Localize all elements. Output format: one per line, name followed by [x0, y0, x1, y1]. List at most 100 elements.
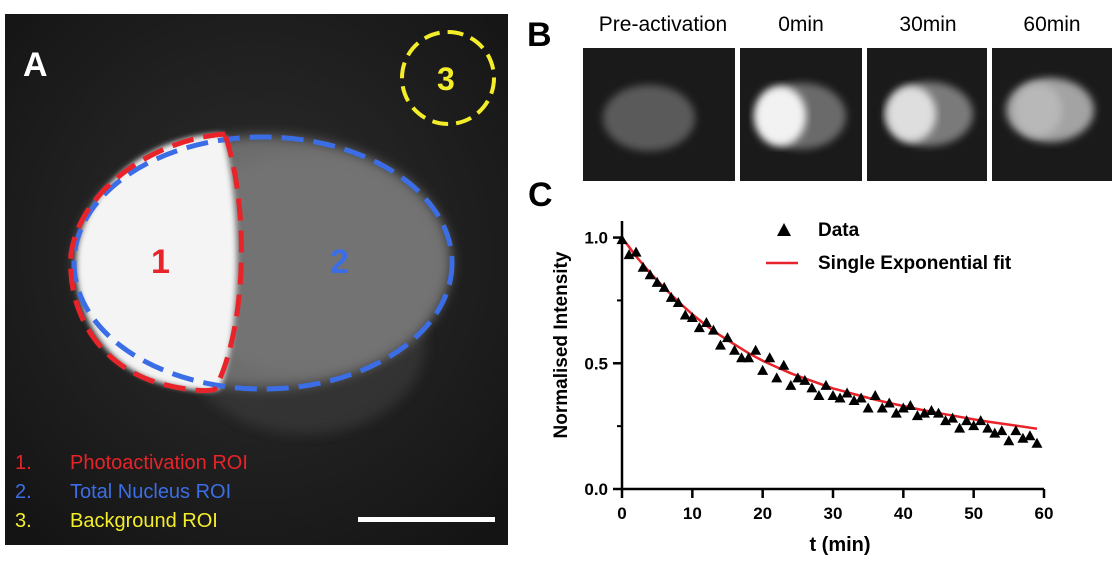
legend-triangle-icon	[777, 223, 791, 236]
data-point	[1017, 432, 1029, 443]
data-point	[630, 246, 642, 257]
data-point	[855, 392, 867, 403]
nucleus-image	[5, 14, 508, 545]
thumb-60min	[992, 48, 1112, 181]
photoactivation-roi	[68, 131, 244, 393]
data-point	[897, 402, 909, 413]
legend-fit-label: Single Exponential fit	[818, 253, 1012, 274]
legend-num: 3.	[15, 510, 32, 532]
data-point	[686, 312, 698, 323]
legend-num: 1.	[15, 452, 32, 474]
legend-text: Total Nucleus ROI	[70, 481, 232, 503]
data-point	[841, 387, 853, 398]
panel-a-micrograph: A 1 2 3 1. Photoactivation ROI 2. Total Nu…	[5, 14, 508, 545]
data-point	[785, 379, 797, 390]
data-point	[722, 332, 733, 343]
data-point	[1003, 435, 1015, 446]
panel-letter-c: C	[528, 176, 553, 214]
total-nucleus-roi	[71, 134, 455, 392]
data-point	[1031, 437, 1043, 448]
data-point	[764, 352, 776, 363]
y-tick-label: 0.5	[584, 354, 608, 373]
panel-letter-b: B	[527, 16, 552, 54]
data-point	[672, 296, 684, 307]
data-point	[904, 400, 916, 411]
data-point	[714, 339, 726, 350]
data-point	[778, 359, 790, 370]
data-point	[933, 407, 944, 418]
data-point	[743, 352, 755, 363]
decay-chart: 0 10 20 30 40 50 60 0.0 0.5 1.0 Normalised Intens…	[551, 220, 1053, 556]
legend-text: Background ROI	[70, 510, 218, 532]
thumb-30min	[867, 48, 987, 181]
data-point	[637, 261, 649, 272]
legend-text: Photoactivation ROI	[70, 452, 248, 474]
roi-label-3: 3	[437, 61, 455, 97]
data-point	[820, 379, 832, 390]
data-point	[996, 425, 1008, 436]
data-point	[890, 407, 902, 418]
data-point	[989, 427, 1001, 438]
data-point	[827, 389, 839, 400]
data-point	[707, 324, 719, 335]
data-point	[982, 422, 994, 433]
roi-label-1: 1	[151, 243, 170, 281]
data-point	[918, 407, 930, 418]
data-points-layer	[616, 234, 1043, 448]
data-point	[925, 405, 937, 416]
data-point	[876, 402, 888, 413]
x-tick-label: 40	[894, 504, 913, 523]
x-tick-label: 30	[824, 504, 843, 523]
legend-background: 3. Background ROI	[15, 510, 218, 533]
data-point	[729, 344, 741, 355]
data-point	[940, 415, 952, 426]
y-tick-label: 0.0	[584, 480, 608, 499]
data-point	[968, 420, 980, 431]
thumb-0min	[740, 48, 862, 181]
x-tick-label: 10	[683, 504, 702, 523]
data-point	[813, 389, 825, 400]
data-point	[834, 392, 846, 403]
legend-data-label: Data	[818, 220, 860, 241]
data-point	[651, 276, 663, 287]
data-point	[679, 309, 691, 320]
data-point	[658, 281, 670, 292]
data-point	[1024, 430, 1036, 441]
background-roi	[400, 30, 496, 126]
x-tick-label: 50	[964, 504, 983, 523]
scale-bar	[358, 517, 495, 522]
x-tick-label: 20	[753, 504, 772, 523]
data-point	[961, 415, 973, 426]
data-point	[848, 395, 860, 405]
data-point	[700, 317, 712, 328]
chart-axes: 0 10 20 30 40 50 60 0.0 0.5 1.0	[584, 221, 1053, 523]
y-axis-label: Normalised Intensity	[551, 251, 572, 438]
data-point	[806, 382, 818, 393]
thumb-pre-activation	[583, 48, 735, 181]
data-point	[771, 372, 783, 383]
label-pre-activation: Pre-activation	[598, 13, 728, 36]
label-60min: 60min	[1023, 13, 1081, 36]
data-point	[883, 397, 895, 408]
data-point	[736, 352, 748, 363]
y-tick-label: 1.0	[584, 229, 608, 248]
data-point	[616, 234, 628, 245]
data-point	[792, 372, 804, 383]
data-point	[665, 291, 677, 302]
roi-label-2: 2	[330, 243, 349, 281]
data-point	[911, 410, 923, 421]
data-point	[693, 322, 705, 333]
data-point	[750, 344, 762, 355]
x-tick-label: 60	[1035, 504, 1054, 523]
data-point	[644, 269, 656, 280]
data-point	[947, 412, 959, 423]
data-point	[799, 374, 811, 385]
data-point	[623, 249, 635, 260]
legend-photoactivation: 1. Photoactivation ROI	[15, 452, 248, 475]
x-tick-label: 0	[617, 504, 626, 523]
data-point	[975, 415, 987, 426]
legend-num: 2.	[15, 481, 32, 503]
data-point	[869, 389, 881, 400]
legend-total-nucleus: 2. Total Nucleus ROI	[15, 481, 231, 504]
data-point	[862, 402, 874, 413]
